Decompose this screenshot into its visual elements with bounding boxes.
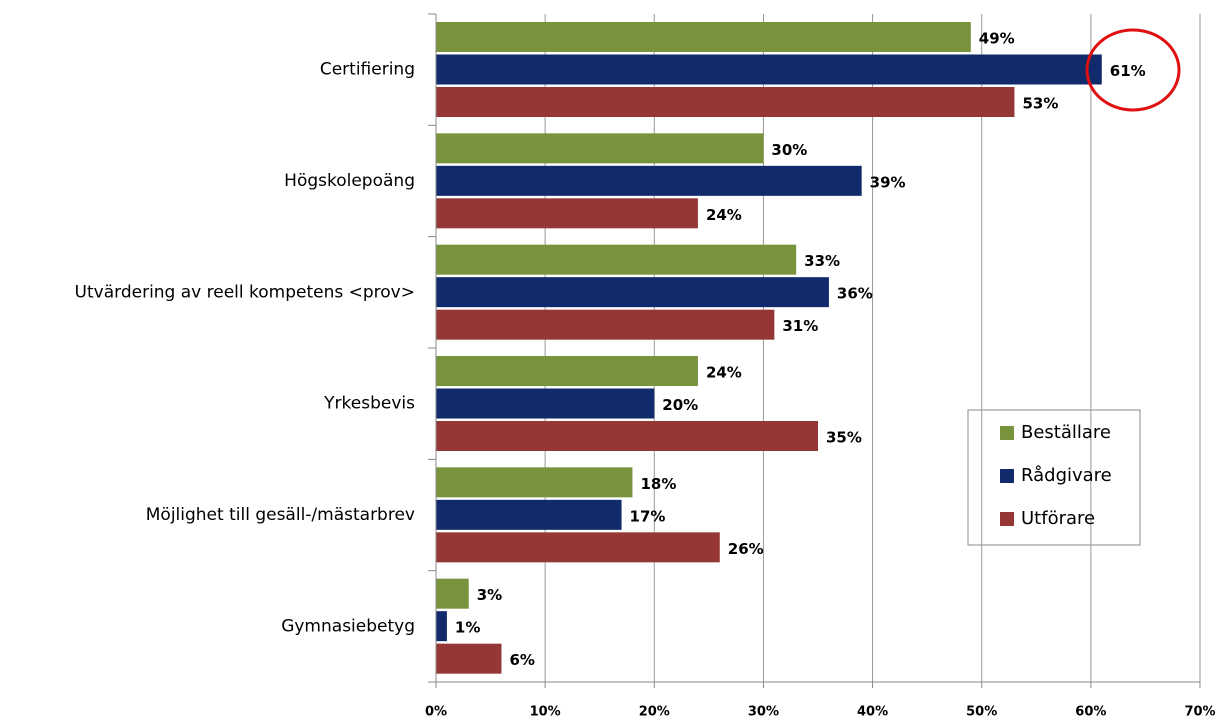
x-tick-label: 10%	[530, 705, 561, 720]
value-label: 6%	[509, 651, 534, 669]
bar	[436, 356, 698, 386]
category-label: Utvärdering av reell kompetens <prov>	[75, 282, 415, 302]
bar	[436, 277, 829, 308]
bar	[436, 388, 655, 419]
category-label: Högskolepoäng	[284, 171, 415, 191]
bar	[436, 22, 971, 52]
x-tick-label: 30%	[748, 705, 779, 720]
value-label: 24%	[706, 364, 742, 382]
category-label: Möjlighet till gesäll-/mästarbrev	[146, 505, 415, 525]
bar	[436, 499, 622, 530]
category-label: Gymnasiebetyg	[281, 616, 415, 636]
annotation-circle	[1085, 28, 1181, 112]
value-label: 18%	[640, 475, 676, 493]
bar	[436, 165, 862, 196]
legend-swatch	[1000, 469, 1014, 483]
bar	[436, 611, 447, 642]
category-label: Yrkesbevis	[323, 394, 415, 414]
bar	[436, 198, 698, 229]
category-label: Certifiering	[320, 60, 415, 80]
value-label: 20%	[662, 396, 698, 414]
x-tick-label: 20%	[639, 705, 670, 720]
bar	[436, 133, 764, 164]
bar	[436, 244, 797, 275]
legend-swatch	[1000, 512, 1014, 526]
legend-label: Rådgivare	[1021, 465, 1112, 486]
value-label: 36%	[837, 285, 873, 303]
bar	[436, 87, 1015, 117]
value-label: 49%	[979, 30, 1015, 48]
bar	[436, 54, 1102, 85]
legend-box	[967, 409, 1141, 546]
value-label: 3%	[477, 586, 502, 604]
value-label: 31%	[782, 317, 818, 335]
value-label: 30%	[771, 141, 807, 159]
value-label: 61%	[1110, 62, 1146, 80]
value-label: 39%	[870, 173, 906, 191]
value-label: 35%	[826, 429, 862, 447]
value-label: 17%	[630, 507, 666, 525]
value-label: 33%	[804, 252, 840, 270]
x-tick-label: 60%	[1075, 705, 1106, 720]
bar	[436, 421, 818, 451]
x-tick-label: 40%	[857, 705, 888, 720]
legend-label: Beställare	[1021, 422, 1111, 443]
value-label: 53%	[1022, 95, 1058, 113]
x-tick-label: 50%	[966, 705, 997, 720]
x-tick-label: 70%	[1184, 705, 1215, 720]
legend-label: Utförare	[1021, 508, 1095, 529]
bar	[436, 309, 775, 340]
legend-swatch	[1000, 426, 1014, 440]
x-tick-label: 0%	[425, 705, 447, 720]
bar	[436, 467, 633, 498]
value-label: 26%	[728, 540, 764, 558]
bar	[436, 532, 720, 563]
bar	[436, 643, 502, 674]
value-label: 24%	[706, 206, 742, 224]
value-label: 1%	[455, 619, 480, 637]
bar	[436, 578, 469, 609]
